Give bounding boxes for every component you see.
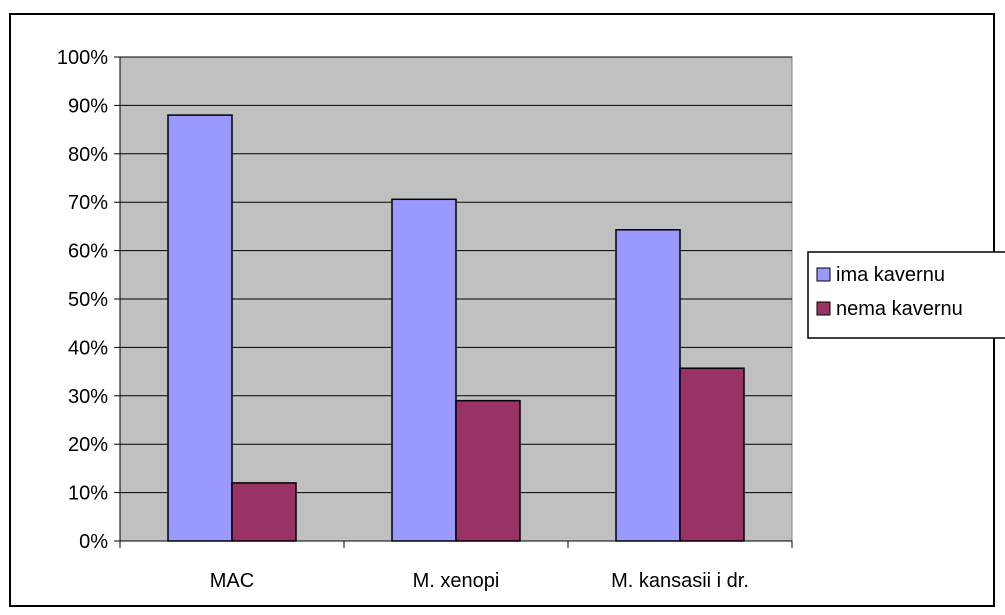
y-tick-label: 20% [68,434,108,456]
legend-label: nema kavernu [836,298,963,320]
legend-label: ima kavernu [836,264,945,286]
y-tick-label: 0% [79,531,108,553]
y-tick-label: 30% [68,386,108,408]
y-tick-label: 70% [68,192,108,214]
bar [615,229,681,542]
y-tick-label: 80% [68,144,108,166]
x-tick-label: M. xenopi [413,570,500,592]
y-tick-label: 100% [57,47,108,69]
y-tick-label: 60% [68,241,108,263]
legend-swatch [816,301,831,316]
bar [679,367,745,542]
y-tick-label: 90% [68,95,108,117]
bar [231,482,297,542]
legend-swatch [816,267,831,282]
bar [455,399,521,542]
x-tick-label: M. kansasii i dr. [611,570,749,592]
y-tick-label: 10% [68,483,108,505]
y-tick-label: 50% [68,289,108,311]
legend-box [807,251,1005,339]
bar [391,198,457,542]
y-tick-label: 40% [68,337,108,359]
x-tick-label: MAC [210,570,254,592]
bar [167,114,233,542]
